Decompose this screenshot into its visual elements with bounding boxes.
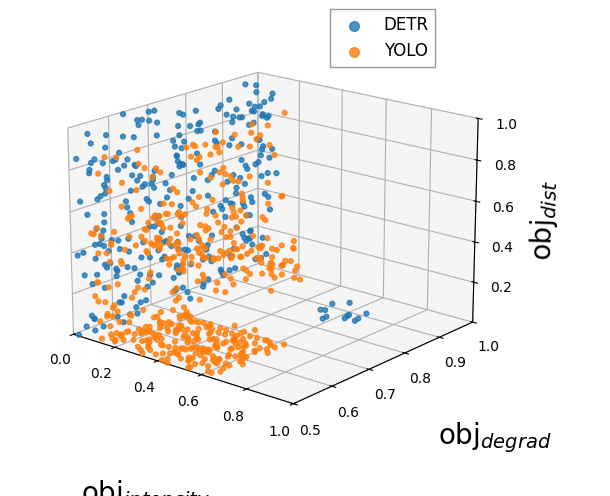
Legend: DETR, YOLO: DETR, YOLO <box>330 9 436 67</box>
Text: obj$_{degrad}$: obj$_{degrad}$ <box>438 421 551 455</box>
Text: obj$_{intensity}$: obj$_{intensity}$ <box>81 479 210 496</box>
